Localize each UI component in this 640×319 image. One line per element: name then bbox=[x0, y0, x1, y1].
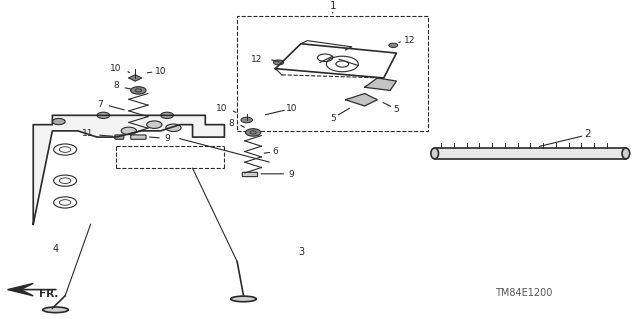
Circle shape bbox=[246, 129, 260, 136]
Ellipse shape bbox=[431, 148, 438, 159]
Text: 4: 4 bbox=[52, 244, 59, 254]
Text: TM84E1200: TM84E1200 bbox=[495, 288, 552, 298]
Text: 12: 12 bbox=[251, 55, 262, 64]
Circle shape bbox=[389, 43, 397, 48]
Text: 7: 7 bbox=[97, 100, 103, 109]
Polygon shape bbox=[8, 290, 33, 296]
Circle shape bbox=[241, 117, 252, 123]
Text: 12: 12 bbox=[404, 36, 415, 45]
Bar bbox=[435, 148, 626, 159]
Text: 1: 1 bbox=[330, 1, 336, 11]
Text: 10: 10 bbox=[110, 64, 122, 73]
Ellipse shape bbox=[231, 296, 256, 302]
Text: 10: 10 bbox=[285, 104, 297, 113]
Circle shape bbox=[147, 121, 162, 128]
Text: 8: 8 bbox=[113, 81, 119, 90]
Text: 5: 5 bbox=[330, 114, 335, 123]
Text: 9: 9 bbox=[289, 170, 294, 179]
Circle shape bbox=[97, 112, 109, 118]
FancyBboxPatch shape bbox=[131, 135, 146, 139]
Circle shape bbox=[273, 60, 284, 65]
Polygon shape bbox=[8, 283, 33, 290]
Bar bbox=[237, 16, 428, 131]
Ellipse shape bbox=[43, 307, 68, 313]
FancyBboxPatch shape bbox=[243, 172, 257, 177]
Text: 3: 3 bbox=[298, 247, 304, 257]
Circle shape bbox=[131, 87, 146, 94]
Polygon shape bbox=[365, 78, 396, 90]
Circle shape bbox=[166, 124, 181, 131]
Text: 10: 10 bbox=[155, 67, 166, 76]
Text: 11: 11 bbox=[82, 130, 93, 138]
Polygon shape bbox=[129, 75, 141, 81]
Circle shape bbox=[161, 112, 173, 118]
Circle shape bbox=[121, 127, 136, 135]
Text: 2: 2 bbox=[584, 129, 591, 139]
Text: 9: 9 bbox=[164, 134, 170, 143]
Text: 10: 10 bbox=[216, 104, 227, 113]
Text: FR.: FR. bbox=[40, 289, 59, 299]
Text: 8: 8 bbox=[228, 119, 234, 128]
Polygon shape bbox=[33, 115, 225, 224]
Ellipse shape bbox=[622, 148, 630, 159]
Circle shape bbox=[52, 118, 65, 125]
FancyBboxPatch shape bbox=[115, 135, 124, 139]
Text: 5: 5 bbox=[394, 105, 399, 114]
Polygon shape bbox=[346, 93, 378, 106]
Text: 6: 6 bbox=[273, 147, 278, 156]
